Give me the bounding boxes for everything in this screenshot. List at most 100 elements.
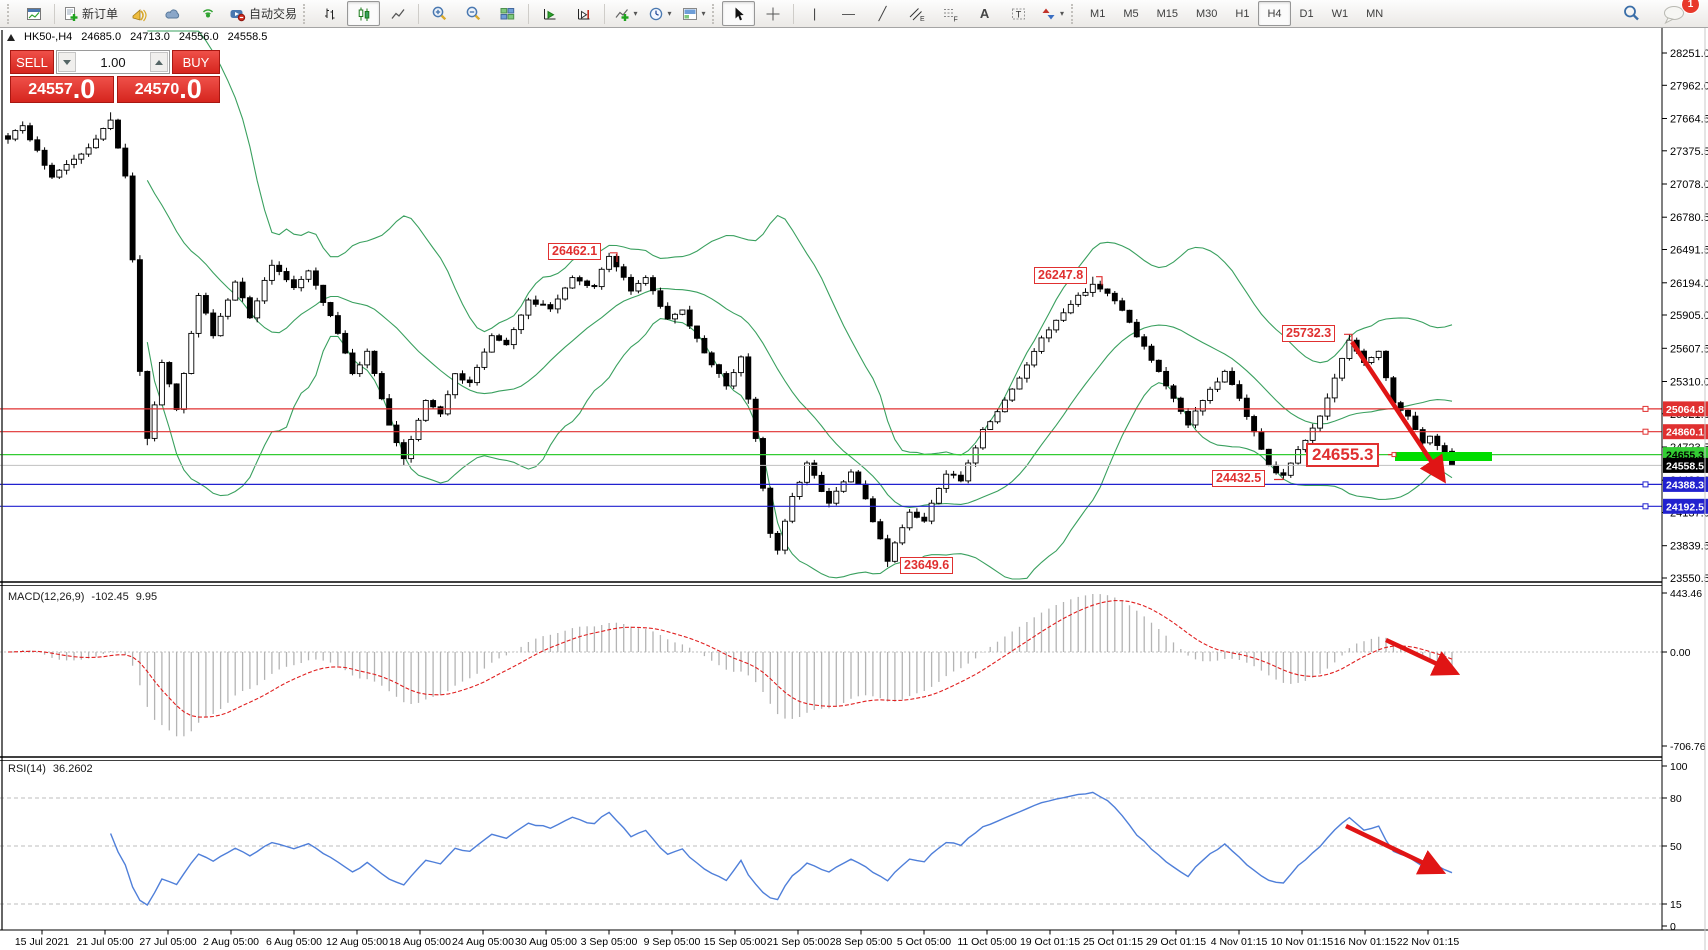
timeframe-H4[interactable]: H4	[1258, 1, 1291, 26]
annotation-label[interactable]: 24432.5	[1212, 470, 1266, 487]
timeframe-H1[interactable]: H1	[1235, 7, 1250, 20]
annotation-label[interactable]: 23649.6	[900, 557, 954, 575]
annotation-label[interactable]: 26462.1	[548, 243, 602, 261]
indicators-button[interactable]: ▾	[609, 1, 642, 26]
signals-button[interactable]	[191, 1, 224, 26]
line-chart-type-button[interactable]	[381, 1, 414, 26]
timeframe-M1[interactable]: M1	[1090, 7, 1106, 20]
svg-text:25064.8: 25064.8	[1666, 404, 1704, 416]
fibonacci-tool-button[interactable]: F	[934, 1, 967, 26]
timeframe-MN[interactable]: MN	[1366, 7, 1384, 20]
new-order-button[interactable]: 新订单	[59, 1, 122, 26]
svg-text:27 Jul 05:00: 27 Jul 05:00	[139, 936, 196, 948]
buy-price-fraction: .0	[179, 74, 202, 104]
trendline-icon: ╱	[878, 6, 887, 21]
sell-button[interactable]: SELL	[10, 50, 54, 74]
volume-decrease-button[interactable]	[58, 52, 76, 72]
svg-text:23839.5: 23839.5	[1670, 541, 1708, 553]
chat-button[interactable]: 1	[1658, 0, 1700, 26]
text-tool-button[interactable]: A	[968, 1, 1001, 26]
main-toolbar: 新订单 自动交易	[0, 0, 1708, 28]
rsi-name: RSI(14)	[8, 763, 46, 775]
volume-increase-button[interactable]	[150, 52, 168, 72]
bar-chart-type-button[interactable]	[313, 1, 346, 26]
ohlc-open: 24685.0	[81, 31, 122, 43]
toolbar-grip	[712, 3, 718, 24]
auto-scroll-icon	[543, 8, 556, 19]
zoom-out-icon	[466, 6, 481, 21]
new-chart-button[interactable]	[17, 1, 50, 26]
auto-trading-icon	[230, 9, 246, 21]
chevron-down-icon: ▾	[1060, 9, 1065, 18]
vertical-line-tool-button[interactable]: |	[798, 1, 831, 26]
one-click-trading-panel: SELL 1.00 BUY 24557.0 24570.0	[10, 50, 220, 103]
arrows-tool-button[interactable]: ▾	[1036, 1, 1069, 26]
svg-text:0: 0	[1670, 921, 1676, 933]
horizontal-line-tool-button[interactable]: —	[832, 1, 865, 26]
tile-windows-button[interactable]	[491, 1, 524, 26]
svg-text:26194.0: 26194.0	[1670, 278, 1708, 290]
candlestick-icon	[358, 7, 369, 21]
buy-button[interactable]: BUY	[172, 50, 220, 74]
volume-spinner: 1.00	[56, 50, 170, 74]
timeframe-D1[interactable]: D1	[1299, 7, 1314, 20]
mailbox-button[interactable]	[157, 1, 190, 26]
zoom-in-button[interactable]	[423, 1, 456, 26]
alerts-button[interactable]	[123, 1, 156, 26]
buy-price-panel[interactable]: 24570.0	[116, 74, 220, 104]
svg-text:3 Sep 05:00: 3 Sep 05:00	[581, 936, 638, 948]
svg-text:15 Sep 05:00: 15 Sep 05:00	[704, 936, 767, 948]
svg-text:25310.0: 25310.0	[1670, 377, 1708, 389]
collapse-panel-icon[interactable]	[7, 33, 15, 41]
svg-text:28 Sep 05:00: 28 Sep 05:00	[830, 936, 893, 948]
svg-text:21 Sep 05:00: 21 Sep 05:00	[767, 936, 830, 948]
annotation-label[interactable]: 26247.8	[1034, 267, 1088, 285]
search-button[interactable]	[1615, 1, 1648, 26]
notification-badge: 1	[1681, 0, 1700, 14]
ohlc-bars-icon	[324, 8, 335, 19]
svg-text:28251.0: 28251.0	[1670, 48, 1708, 60]
rsi-value: 36.2602	[52, 763, 93, 775]
svg-text:24558.5: 24558.5	[1666, 460, 1704, 472]
text-label-tool-button[interactable]: T	[1002, 1, 1035, 26]
timeframe-M15[interactable]: M15	[1156, 7, 1178, 20]
svg-text:23550.5: 23550.5	[1670, 573, 1708, 585]
templates-button[interactable]: ▾	[677, 1, 710, 26]
annotation-label[interactable]: 25732.3	[1282, 324, 1336, 342]
sell-price-panel[interactable]: 24557.0	[10, 76, 114, 103]
svg-text:100: 100	[1670, 761, 1688, 773]
auto-trading-button[interactable]: 自动交易	[225, 1, 301, 26]
channel-tool-button[interactable]: E	[900, 1, 933, 26]
svg-text:0.00: 0.00	[1670, 647, 1691, 659]
svg-text:11 Oct 05:00: 11 Oct 05:00	[957, 936, 1017, 948]
svg-text:50: 50	[1670, 841, 1682, 853]
macd-pane-label: MACD(12,26,9) -102.45 9.95	[8, 591, 157, 603]
candlestick-chart-type-button[interactable]	[347, 1, 381, 26]
timeframe-M5[interactable]: M5	[1123, 7, 1139, 20]
timeframe-M30[interactable]: M30	[1196, 7, 1218, 20]
svg-text:25905.0: 25905.0	[1670, 310, 1708, 322]
periods-button[interactable]: ▾	[643, 1, 676, 26]
toolbar-grip	[1071, 3, 1077, 24]
svg-text:15: 15	[1670, 899, 1682, 911]
cursor-button[interactable]	[722, 1, 756, 26]
chart-shift-button[interactable]	[567, 1, 600, 26]
tile-windows-icon	[500, 7, 515, 19]
volume-input[interactable]: 1.00	[100, 54, 126, 70]
toolbar-right-group: 1	[1615, 0, 1700, 26]
vertical-line-icon: |	[812, 6, 817, 21]
toolbar-separator	[418, 3, 420, 24]
crosshair-button[interactable]	[756, 1, 789, 26]
zoom-out-button[interactable]	[457, 1, 490, 26]
trendline-tool-button[interactable]: ╱	[866, 1, 899, 26]
fibonacci-icon: F	[944, 8, 958, 22]
horizontal-line-icon: —	[842, 6, 856, 21]
annotation-label-key-level[interactable]: 24655.3	[1306, 442, 1380, 467]
svg-text:25607.5: 25607.5	[1670, 343, 1708, 355]
toolbar-separator	[793, 3, 795, 24]
sell-price-fraction: .0	[72, 74, 96, 104]
timeframe-W1[interactable]: W1	[1331, 7, 1349, 20]
svg-text:29 Oct 01:15: 29 Oct 01:15	[1146, 936, 1206, 948]
auto-scroll-button[interactable]	[533, 1, 566, 26]
